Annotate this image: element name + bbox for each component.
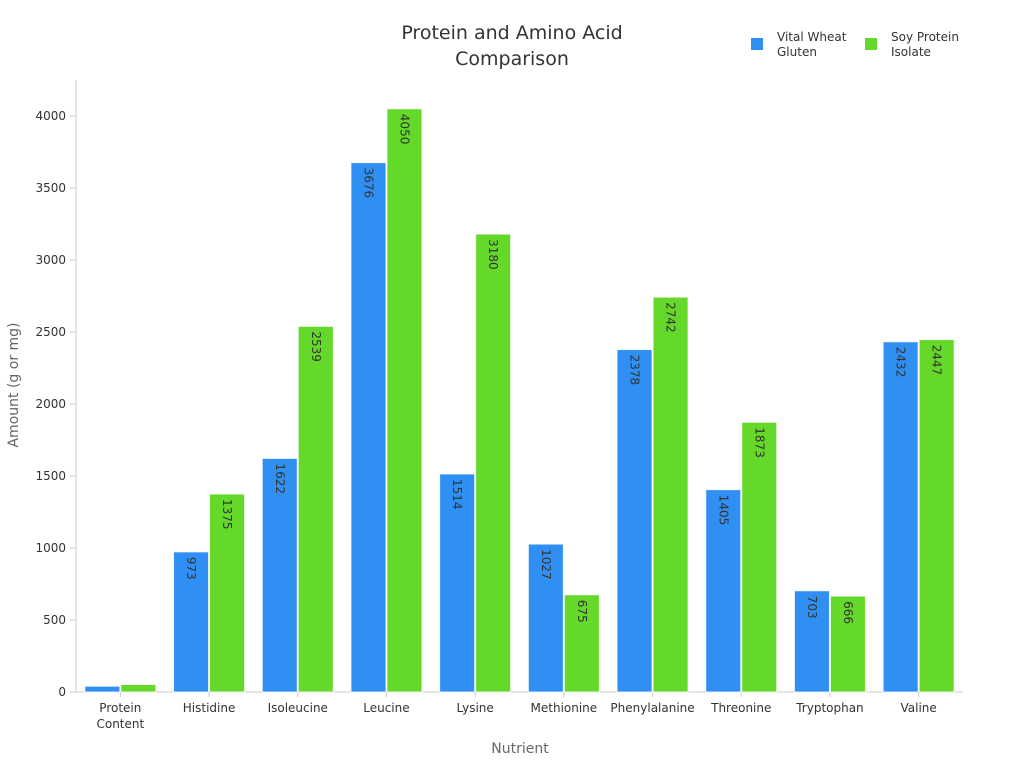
- bar-value-label: 1405: [716, 495, 730, 526]
- y-tick-label: 500: [43, 613, 66, 627]
- y-tick-label: 2500: [35, 325, 66, 339]
- bar-value-label: 2742: [664, 302, 678, 333]
- bar-value-label: 1027: [539, 549, 553, 580]
- bar-soy-protein-isolate: [120, 684, 157, 693]
- y-tick-label: 3500: [35, 181, 66, 195]
- bar-vital-wheat-gluten: [793, 590, 830, 693]
- bar-soy-protein-isolate: [386, 108, 423, 693]
- chart-title: Protein and Amino Acid Comparison: [401, 22, 623, 70]
- y-tick-label: 0: [58, 685, 66, 699]
- bar-vital-wheat-gluten: [439, 473, 476, 693]
- x-tick-label: Protein: [99, 701, 141, 715]
- bar-soy-protein-isolate: [741, 421, 778, 693]
- x-tick-label: Isoleucine: [268, 701, 328, 715]
- bar-soy-protein-isolate: [652, 296, 689, 693]
- bar-vital-wheat-gluten: [350, 162, 387, 693]
- bar-value-label: 2378: [628, 355, 642, 386]
- bar-value-label: 3180: [486, 239, 500, 270]
- y-tick-label: 2000: [35, 397, 66, 411]
- bar-value-label: 1514: [450, 479, 464, 510]
- x-tick-label: Lysine: [457, 701, 494, 715]
- bar-value-label: 2447: [930, 345, 944, 376]
- y-tick-label: 1000: [35, 541, 66, 555]
- bar-soy-protein-isolate: [829, 595, 866, 693]
- bar-vital-wheat-gluten: [261, 457, 298, 693]
- legend-swatch-vital-wheat-gluten: [751, 38, 763, 50]
- x-tick-label: Methionine: [531, 701, 598, 715]
- bar-value-label: 2432: [894, 347, 908, 378]
- x-tick-label: Leucine: [363, 701, 409, 715]
- y-axis-title: Amount (g or mg): [6, 322, 22, 448]
- y-tick-label: 4000: [35, 109, 66, 123]
- bar-vital-wheat-gluten: [705, 489, 742, 693]
- bar-soy-protein-isolate: [209, 493, 246, 693]
- bar-vital-wheat-gluten: [84, 685, 121, 693]
- y-tick-label: 3000: [35, 253, 66, 267]
- bar-vital-wheat-gluten: [882, 341, 919, 693]
- x-tick-label: Tryptophan: [795, 701, 863, 715]
- bar-vital-wheat-gluten: [173, 551, 210, 693]
- legend-label-vital-wheat-gluten: Vital Wheat Gluten: [777, 30, 847, 59]
- bar-value-label: 666: [841, 601, 855, 624]
- bar-value-label: 973: [184, 557, 198, 580]
- bar-vital-wheat-gluten: [527, 543, 564, 693]
- bar-value-label: 4050: [397, 114, 411, 145]
- bar-soy-protein-isolate: [563, 594, 600, 693]
- x-tick-label: Content: [96, 717, 144, 731]
- y-tick-label: 1500: [35, 469, 66, 483]
- bar-value-label: 1622: [273, 463, 287, 494]
- bar-value-label: 2539: [309, 331, 323, 362]
- bar-soy-protein-isolate: [918, 339, 955, 693]
- legend-label-soy-protein-isolate: Soy Protein Isolate: [891, 30, 959, 59]
- legend-item-vital-wheat-gluten[interactable]: Vital Wheat Gluten: [751, 30, 849, 60]
- x-axis-title: Nutrient: [491, 741, 549, 757]
- x-tick-label: Valine: [901, 701, 937, 715]
- legend-swatch-soy-protein-isolate: [865, 38, 877, 50]
- bar-value-label: 3676: [361, 168, 375, 199]
- bar-vital-wheat-gluten: [616, 349, 653, 693]
- x-tick-label: Histidine: [183, 701, 236, 715]
- x-tick-label: Phenylalanine: [610, 701, 694, 715]
- bar-value-label: 703: [805, 596, 819, 619]
- bar-value-label: 1873: [752, 427, 766, 458]
- bar-soy-protein-isolate: [475, 233, 512, 693]
- bar-value-label: 675: [575, 600, 589, 623]
- legend-item-soy-protein-isolate[interactable]: Soy Protein Isolate: [865, 30, 963, 60]
- bar-soy-protein-isolate: [297, 325, 334, 693]
- x-tick-label: Threonine: [710, 701, 771, 715]
- legend: Vital Wheat Gluten Soy Protein Isolate: [745, 30, 1005, 64]
- bar-value-label: 1375: [220, 499, 234, 530]
